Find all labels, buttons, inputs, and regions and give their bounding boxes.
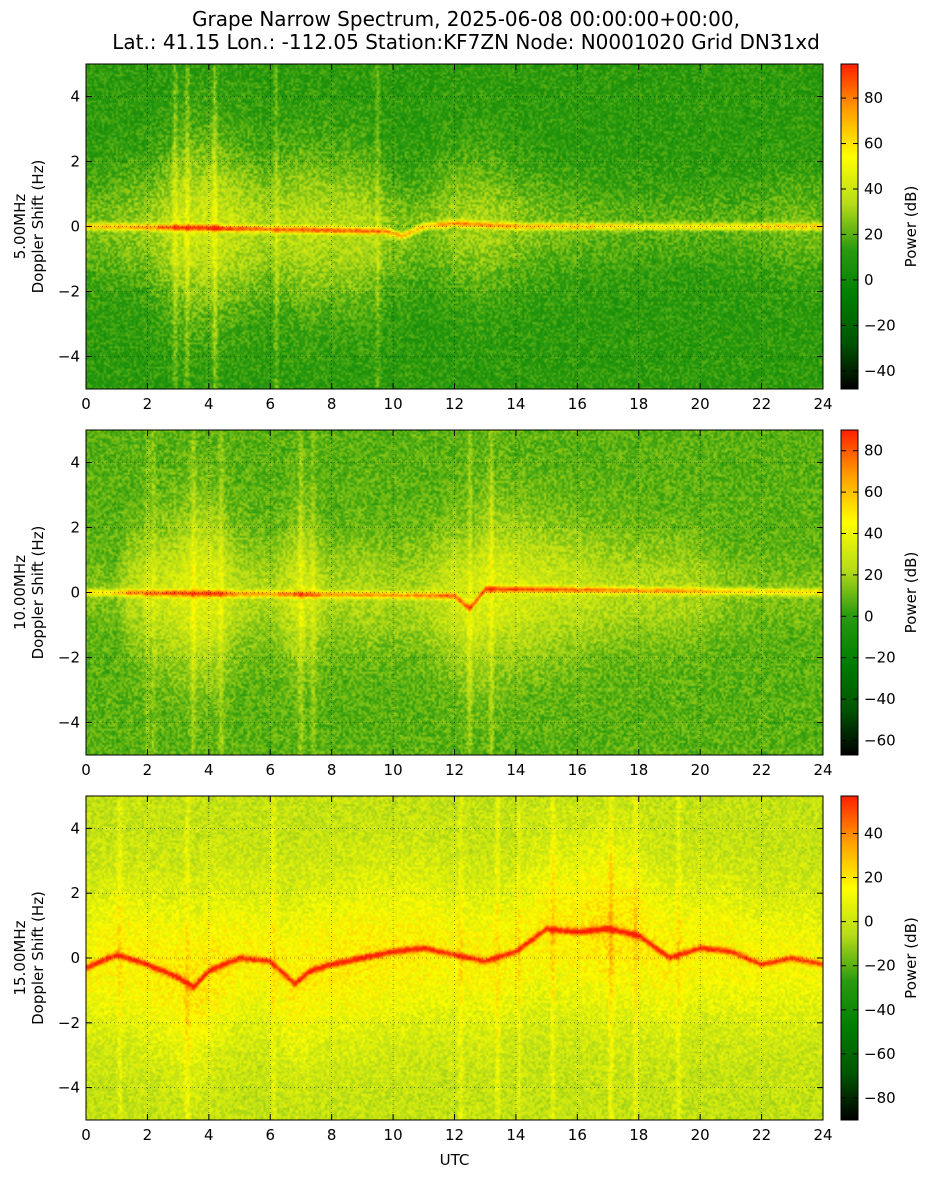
y-tick-label: 0 — [70, 949, 80, 967]
colorbar-tick-label: −60 — [864, 1045, 896, 1063]
y-tick-label: −4 — [58, 1079, 80, 1097]
y-tick-label: 4 — [70, 819, 80, 837]
x-tick-label: 14 — [506, 761, 525, 779]
colorbar-tick-label: −20 — [864, 316, 896, 334]
x-tick-label: 20 — [691, 395, 710, 413]
colorbar-tick-label: 20 — [864, 225, 883, 243]
y-axis-label: Doppler Shift (Hz) — [29, 526, 47, 660]
x-tick-label: 16 — [568, 395, 587, 413]
chart-title-line2: Lat.: 41.15 Lon.: -112.05 Station:KF7ZN … — [112, 30, 820, 54]
colorbar-tick-label: 80 — [864, 442, 883, 460]
colorbar-tick-label: 60 — [864, 483, 883, 501]
colorbar-tick-label: 20 — [864, 566, 883, 584]
colorbar-tick-label: −20 — [864, 649, 896, 667]
x-tick-label: 2 — [143, 761, 153, 779]
y-tick-label: −4 — [58, 714, 80, 732]
x-tick-label: 20 — [691, 761, 710, 779]
colorbar-tick-label: 80 — [864, 89, 883, 107]
x-tick-label: 16 — [568, 761, 587, 779]
colorbar-tick-label: −40 — [864, 1001, 896, 1019]
colorbar — [840, 795, 859, 1121]
x-tick-label: 24 — [813, 395, 832, 413]
x-tick-label: 0 — [81, 761, 91, 779]
y-tick-label: −2 — [58, 1014, 80, 1032]
x-tick-label: 10 — [384, 761, 403, 779]
x-tick-label: 2 — [143, 395, 153, 413]
x-tick-label: 24 — [813, 1126, 832, 1144]
x-tick-label: 12 — [445, 761, 464, 779]
x-tick-label: 8 — [327, 395, 337, 413]
chart-title-line1: Grape Narrow Spectrum, 2025-06-08 00:00:… — [192, 7, 740, 31]
colorbar-label: Power (dB) — [902, 552, 920, 634]
colorbar-tick-label: 40 — [864, 525, 883, 543]
colorbar-tick-label: 40 — [864, 824, 883, 842]
colorbar-label: Power (dB) — [902, 917, 920, 999]
x-tick-label: 22 — [752, 1126, 771, 1144]
colorbar-tick-label: −20 — [864, 957, 896, 975]
panel-frequency-label: 10.00MHz — [11, 555, 29, 630]
panel-frequency-label: 15.00MHz — [11, 920, 29, 995]
x-tick-label: 6 — [265, 1126, 275, 1144]
colorbar-tick-label: 0 — [864, 913, 874, 931]
colorbar-tick-label: 0 — [864, 607, 874, 625]
y-axis-label: Doppler Shift (Hz) — [29, 160, 47, 294]
x-tick-label: 18 — [629, 761, 648, 779]
y-tick-label: 2 — [70, 153, 80, 171]
colorbar-tick-label: 40 — [864, 180, 883, 198]
y-tick-label: −2 — [58, 649, 80, 667]
x-tick-label: 6 — [265, 395, 275, 413]
x-tick-label: 0 — [81, 395, 91, 413]
x-tick-label: 22 — [752, 395, 771, 413]
y-tick-label: −2 — [58, 283, 80, 301]
colorbar-tick-label: −40 — [864, 362, 896, 380]
colorbar — [840, 63, 859, 390]
x-tick-label: 18 — [629, 1126, 648, 1144]
colorbar-label: Power (dB) — [902, 186, 920, 268]
x-tick-label: 4 — [204, 1126, 214, 1144]
x-tick-label: 4 — [204, 761, 214, 779]
x-tick-label: 24 — [813, 761, 832, 779]
y-tick-label: 4 — [70, 88, 80, 106]
x-tick-label: 18 — [629, 395, 648, 413]
colorbar-tick-label: 0 — [864, 271, 874, 289]
x-tick-label: 6 — [265, 761, 275, 779]
x-tick-label: 4 — [204, 395, 214, 413]
colorbar-tick-label: 60 — [864, 135, 883, 153]
x-tick-label: 2 — [143, 1126, 153, 1144]
x-tick-label: 22 — [752, 761, 771, 779]
colorbar-tick-label: −60 — [864, 732, 896, 750]
y-tick-label: 4 — [70, 454, 80, 472]
x-tick-label: 14 — [506, 1126, 525, 1144]
x-tick-label: 12 — [445, 1126, 464, 1144]
x-axis-label: UTC — [440, 1151, 470, 1169]
colorbar-tick-label: −40 — [864, 690, 896, 708]
x-tick-label: 12 — [445, 395, 464, 413]
x-tick-label: 16 — [568, 1126, 587, 1144]
x-tick-label: 20 — [691, 1126, 710, 1144]
x-tick-label: 14 — [506, 395, 525, 413]
colorbar-tick-label: −80 — [864, 1089, 896, 1107]
y-tick-label: −4 — [58, 348, 80, 366]
y-tick-label: 0 — [70, 584, 80, 602]
x-tick-label: 8 — [327, 761, 337, 779]
y-axis-label: Doppler Shift (Hz) — [29, 891, 47, 1025]
x-tick-label: 8 — [327, 1126, 337, 1144]
x-tick-label: 0 — [81, 1126, 91, 1144]
panel-frequency-label: 5.00MHz — [11, 194, 29, 260]
colorbar-tick-label: 20 — [864, 869, 883, 887]
x-tick-label: 10 — [384, 1126, 403, 1144]
x-tick-label: 10 — [384, 395, 403, 413]
y-tick-label: 2 — [70, 519, 80, 537]
colorbar — [840, 429, 859, 756]
y-tick-label: 0 — [70, 218, 80, 236]
y-tick-label: 2 — [70, 884, 80, 902]
